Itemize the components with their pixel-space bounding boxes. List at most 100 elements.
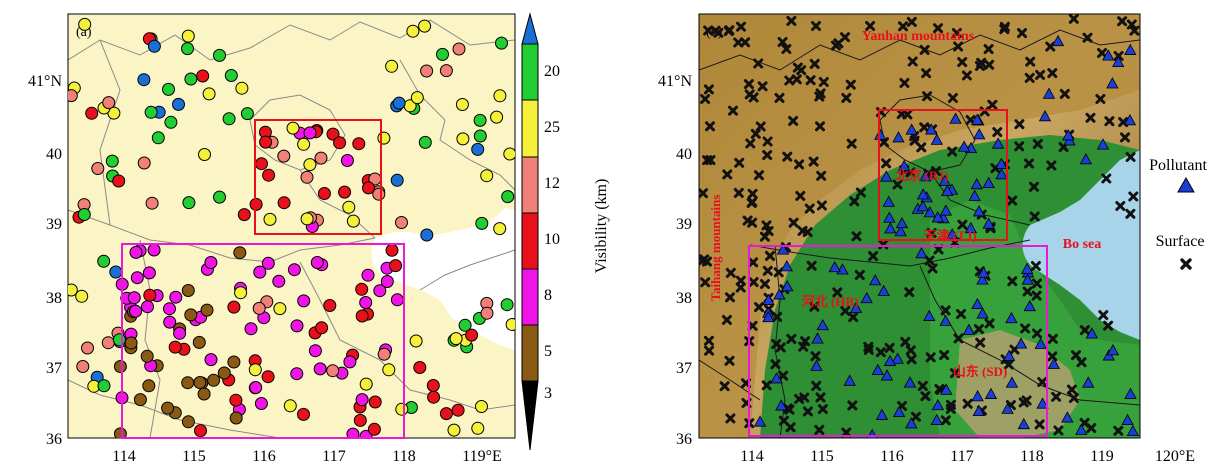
label-bo-sea: Bo sea	[1063, 237, 1102, 252]
pollutant-station-marker	[971, 390, 984, 402]
surface-station-marker	[1079, 325, 1090, 336]
pollutant-station-marker	[775, 399, 788, 411]
pollutant-station-marker	[1075, 423, 1088, 435]
station-marker	[143, 288, 157, 302]
label-taihang-mountains: Taihang mountains	[708, 195, 723, 302]
legend: Pollutant Surface	[1149, 157, 1207, 270]
station-marker	[192, 335, 206, 349]
surface-station-marker	[898, 21, 908, 32]
station-marker	[182, 196, 196, 210]
pollutant-station-marker	[1126, 424, 1140, 437]
station-marker	[85, 106, 99, 120]
surface-station-marker	[1045, 41, 1056, 52]
station-marker	[418, 19, 432, 33]
pollutant-station-marker	[811, 332, 824, 344]
station-marker	[456, 132, 470, 146]
station-marker	[290, 319, 304, 333]
surface-station-marker	[724, 355, 735, 366]
station-marker	[353, 413, 367, 427]
panel-a-lon-ticks: 114 115 116 117 118 119°E	[112, 448, 501, 465]
pollutant-station-marker	[762, 293, 775, 305]
surface-station-marker	[1066, 384, 1077, 395]
station-marker	[290, 367, 304, 381]
station-marker	[420, 64, 434, 78]
surface-station-marker	[818, 77, 829, 87]
surface-station-marker	[816, 200, 827, 211]
colorbar-label: 12	[544, 175, 560, 192]
station-marker	[91, 162, 105, 175]
station-marker	[249, 381, 263, 394]
panel-a-boundaries	[68, 19, 515, 438]
colorbar-segment	[521, 156, 539, 214]
surface-station-marker	[788, 217, 799, 228]
surface-station-marker	[747, 197, 758, 207]
surface-station-marker	[747, 217, 758, 228]
station-marker	[495, 36, 508, 50]
pollutant-station-marker	[828, 260, 841, 273]
station-marker	[413, 361, 427, 374]
surface-station-marker	[975, 337, 986, 348]
surface-station-marker	[902, 109, 913, 120]
station-marker	[255, 157, 268, 171]
station-marker	[436, 47, 449, 61]
surface-station-marker	[1037, 377, 1048, 387]
surface-station-marker	[879, 137, 889, 148]
surface-station-marker	[771, 339, 782, 349]
station-marker	[377, 347, 391, 361]
surface-station-marker	[950, 368, 960, 379]
surface-station-marker	[1032, 278, 1042, 289]
station-marker	[493, 89, 507, 103]
lon-tick: 119°E	[462, 448, 502, 465]
surface-station-marker	[976, 57, 987, 68]
station-marker	[277, 196, 291, 210]
pollutant-station-marker	[843, 374, 856, 386]
surface-station-marker	[1032, 328, 1042, 339]
station-marker	[130, 271, 144, 285]
panel-a-stations	[68, 17, 515, 438]
panel-a: (a) 41°N 40 39 38 37 36 114 115 116 117 …	[28, 13, 516, 465]
surface-station-marker	[814, 424, 825, 435]
surface-station-marker	[762, 136, 773, 147]
surface-station-marker	[722, 169, 733, 180]
surface-station-marker	[848, 312, 859, 323]
pollutant-station-marker	[968, 189, 981, 201]
pollutant-station-marker	[1061, 411, 1074, 423]
station-marker	[76, 360, 90, 373]
station-marker	[193, 376, 207, 389]
station-marker	[197, 387, 211, 401]
station-marker	[78, 17, 92, 31]
station-marker	[261, 256, 275, 270]
surface-station-marker	[1047, 68, 1058, 79]
station-marker	[373, 284, 387, 298]
station-marker	[326, 127, 340, 141]
pollutant-station-marker	[1020, 262, 1034, 274]
lon-tick: 120°E	[1155, 448, 1195, 465]
station-marker	[227, 300, 241, 314]
pollutant-station-marker	[939, 314, 952, 326]
surface-station-marker	[809, 301, 820, 312]
station-marker	[137, 73, 151, 87]
surface-station-marker	[1115, 201, 1126, 211]
surface-station-marker	[1125, 208, 1136, 219]
surface-station-marker	[946, 399, 956, 410]
pollutant-station-marker	[880, 170, 893, 182]
pollutant-station-marker	[903, 376, 917, 388]
colorbar-segment	[521, 43, 539, 101]
pollutant-station-marker	[1014, 337, 1028, 349]
surface-station-marker	[907, 56, 918, 67]
lat-tick: 37	[46, 360, 62, 377]
surface-station-marker	[1068, 14, 1079, 24]
pollutant-station-marker	[972, 205, 986, 217]
surface-station-marker	[919, 122, 930, 133]
surface-station-marker	[733, 187, 744, 198]
station-marker	[355, 309, 369, 323]
station-marker	[409, 334, 423, 348]
pollutant-station-marker	[925, 123, 938, 135]
station-marker	[297, 137, 311, 151]
pollutant-station-marker	[930, 413, 943, 426]
station-marker	[490, 110, 504, 124]
surface-station-marker	[798, 341, 809, 352]
surface-station-marker	[736, 21, 746, 32]
station-marker	[252, 301, 266, 315]
pollutant-station-marker	[781, 280, 794, 292]
